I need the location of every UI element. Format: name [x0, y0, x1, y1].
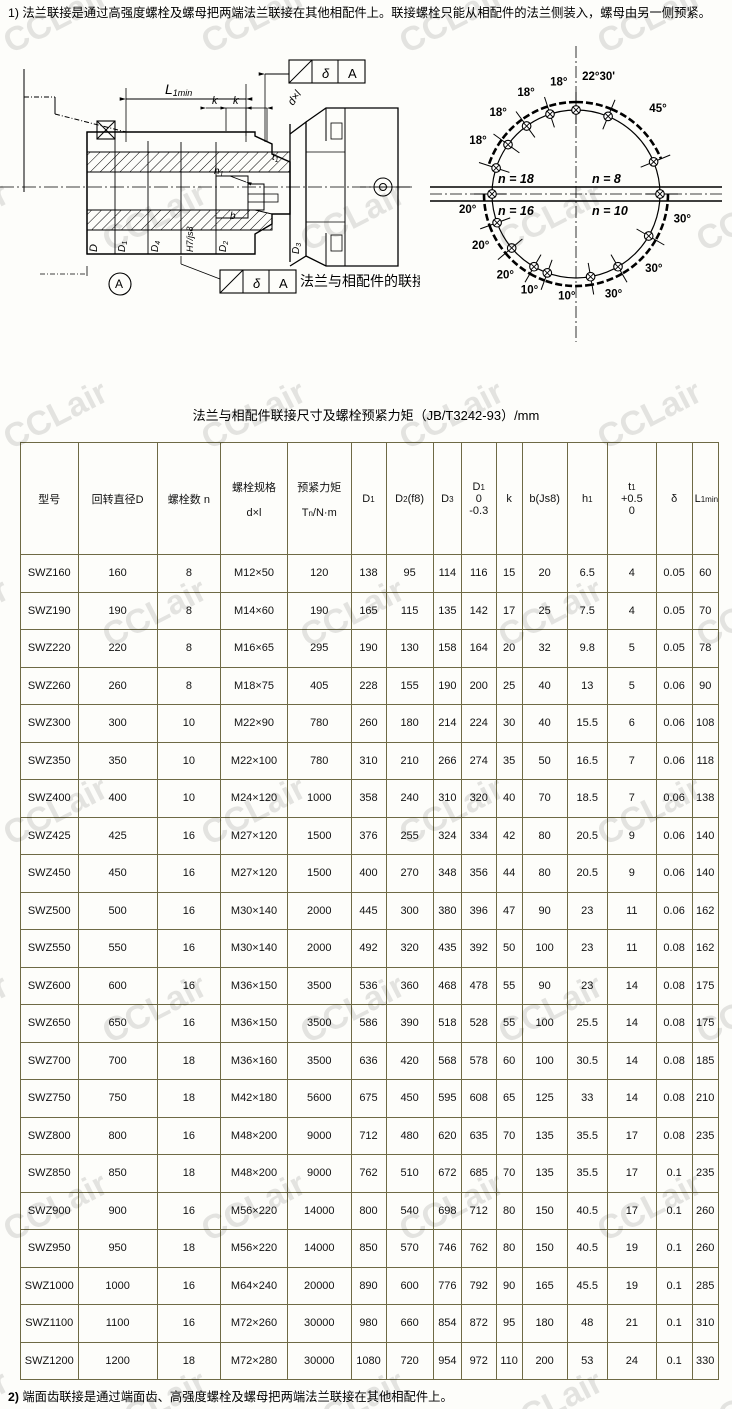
svg-text:L1min: L1min [165, 81, 192, 98]
svg-text:18°: 18° [490, 107, 508, 119]
svg-text:18°: 18° [469, 135, 487, 147]
svg-text:D1: D1 [117, 241, 129, 252]
svg-text:n = 10: n = 10 [592, 204, 628, 218]
svg-text:法兰与相配件的联接: 法兰与相配件的联接 [300, 271, 420, 291]
svg-text:A: A [279, 276, 288, 291]
svg-text:20°: 20° [459, 204, 477, 216]
svg-text:A: A [115, 277, 123, 291]
svg-text:20°: 20° [497, 269, 515, 281]
svg-text:D: D [88, 244, 100, 252]
svg-text:k: k [212, 95, 218, 107]
svg-text:10°: 10° [521, 285, 539, 297]
svg-text:D2: D2 [218, 241, 230, 252]
svg-text:18°: 18° [517, 87, 535, 99]
svg-text:18°: 18° [550, 76, 568, 88]
svg-text:δ: δ [322, 66, 330, 81]
svg-text:30°: 30° [605, 288, 623, 300]
svg-text:10°: 10° [558, 291, 576, 303]
svg-text:22°30': 22°30' [582, 71, 615, 83]
svg-text:45°: 45° [649, 103, 667, 115]
svg-text:n = 18: n = 18 [498, 172, 534, 186]
svg-text:A: A [348, 66, 357, 81]
svg-text:20°: 20° [472, 240, 490, 252]
svg-text:30°: 30° [674, 214, 692, 226]
svg-text:n = 8: n = 8 [592, 172, 621, 186]
svg-text:b: b [230, 211, 236, 222]
svg-text:D3: D3 [291, 243, 303, 254]
svg-text:D4: D4 [150, 241, 162, 252]
svg-text:δ: δ [253, 276, 261, 291]
svg-text:H7/js8: H7/js8 [185, 226, 195, 252]
svg-text:k: k [233, 95, 239, 107]
svg-text:d×l: d×l [286, 88, 305, 108]
svg-text:n = 16: n = 16 [498, 204, 535, 218]
svg-text:30°: 30° [645, 263, 663, 275]
